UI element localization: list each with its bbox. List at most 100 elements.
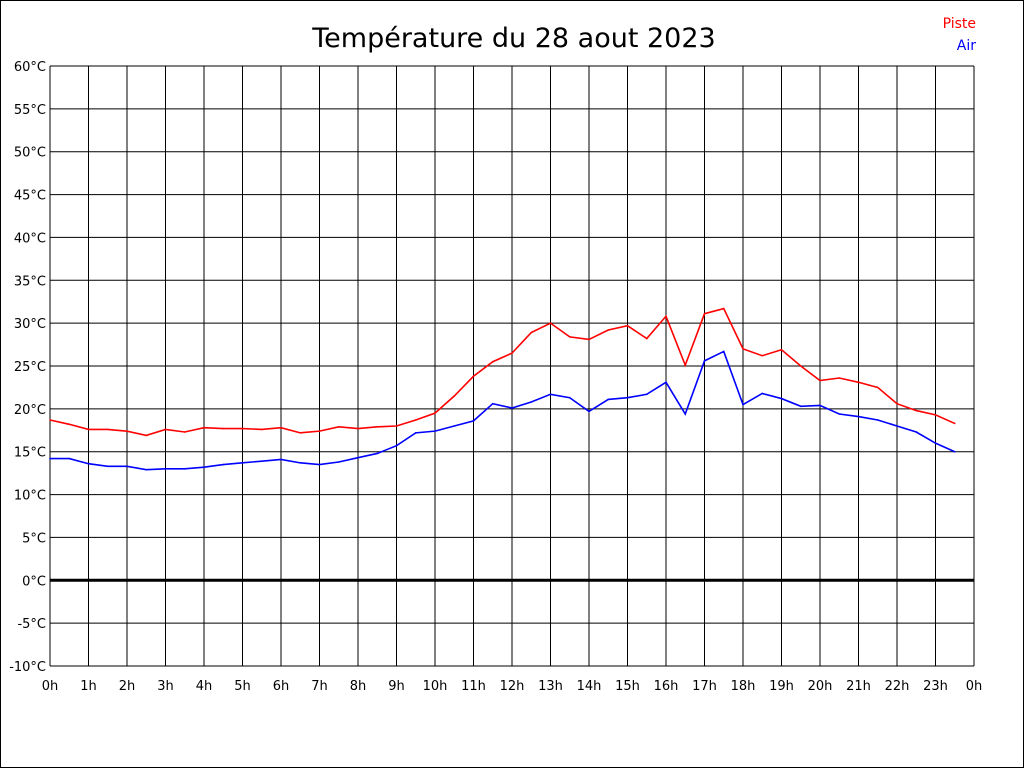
y-tick-label: 5°C bbox=[22, 531, 46, 546]
data-point-air bbox=[222, 463, 225, 466]
data-point-piste bbox=[761, 354, 764, 357]
data-point-air bbox=[819, 404, 821, 407]
data-point-air bbox=[87, 462, 90, 465]
data-point-air bbox=[953, 450, 956, 453]
data-point-air bbox=[68, 457, 71, 460]
data-point-air bbox=[934, 442, 937, 444]
data-point-piste bbox=[68, 423, 71, 426]
data-point-piste bbox=[126, 430, 128, 432]
y-tick-label: -5°C bbox=[17, 617, 46, 632]
data-point-piste bbox=[588, 338, 590, 341]
y-tick-label: 45°C bbox=[14, 189, 46, 204]
data-point-piste bbox=[434, 412, 436, 414]
data-point-piste bbox=[896, 402, 898, 405]
data-point-air bbox=[761, 392, 764, 395]
data-point-piste bbox=[780, 348, 783, 351]
x-tick-label: 10h bbox=[423, 679, 448, 694]
data-point-air bbox=[357, 456, 359, 459]
data-point-air bbox=[665, 381, 667, 384]
x-tick-label: 16h bbox=[654, 679, 679, 694]
data-point-air bbox=[337, 461, 340, 463]
data-point-piste bbox=[414, 419, 417, 421]
data-point-air bbox=[260, 460, 263, 462]
data-point-air bbox=[626, 396, 629, 399]
x-tick-label: 8h bbox=[350, 679, 367, 694]
data-point-air bbox=[799, 405, 802, 408]
data-point-piste bbox=[87, 428, 90, 431]
data-point-piste bbox=[915, 409, 918, 412]
x-tick-label: 1h bbox=[80, 679, 97, 694]
x-tick-label: 22h bbox=[885, 679, 910, 694]
x-tick-label: 17h bbox=[692, 679, 717, 694]
y-tick-label: 50°C bbox=[14, 146, 46, 161]
x-tick-label: 0h bbox=[42, 679, 59, 694]
data-point-air bbox=[376, 452, 379, 455]
data-point-piste bbox=[395, 425, 398, 427]
y-tick-label: 0°C bbox=[22, 574, 46, 589]
data-point-air bbox=[49, 457, 51, 460]
x-tick-label: 18h bbox=[731, 679, 756, 694]
data-point-piste bbox=[106, 428, 109, 431]
data-point-piste bbox=[203, 426, 205, 429]
data-point-piste bbox=[530, 331, 533, 334]
data-point-air bbox=[241, 462, 244, 464]
y-tick-label: 60°C bbox=[14, 60, 46, 75]
data-point-piste bbox=[511, 352, 513, 354]
data-point-air bbox=[645, 393, 648, 396]
data-point-piste bbox=[241, 427, 244, 430]
x-tick-label: 23h bbox=[923, 679, 948, 694]
data-point-piste bbox=[145, 434, 148, 437]
x-tick-label: 7h bbox=[311, 679, 328, 694]
data-point-air bbox=[318, 463, 321, 466]
x-tick-label: 5h bbox=[234, 679, 251, 694]
y-tick-label: 35°C bbox=[14, 274, 46, 289]
data-point-air bbox=[703, 360, 706, 362]
data-point-piste bbox=[934, 414, 937, 416]
data-point-air bbox=[511, 407, 513, 409]
y-axis: -10°C -5°C 0°C 5°C 10°C 15°C 20°C 25°C 30°C 35°C 4… bbox=[9, 60, 46, 675]
data-point-piste bbox=[568, 336, 571, 338]
data-point-air bbox=[876, 419, 879, 421]
data-point-piste bbox=[299, 432, 302, 434]
data-point-piste bbox=[49, 419, 51, 421]
data-point-air bbox=[857, 415, 860, 418]
data-point-air bbox=[106, 465, 109, 468]
data-point-piste bbox=[819, 379, 821, 382]
data-point-piste bbox=[838, 377, 841, 379]
data-point-piste bbox=[453, 395, 456, 397]
chart-title: Température du 28 aout 2023 bbox=[311, 23, 715, 54]
x-tick-label: 14h bbox=[577, 679, 602, 694]
data-point-air bbox=[896, 425, 898, 427]
x-tick-label: 6h bbox=[273, 679, 290, 694]
data-point-piste bbox=[491, 360, 494, 363]
data-point-air bbox=[780, 397, 783, 400]
x-tick-label: 12h bbox=[500, 679, 525, 694]
x-tick-label: 4h bbox=[196, 679, 213, 694]
data-point-piste bbox=[626, 324, 629, 327]
data-point-piste bbox=[684, 364, 687, 366]
data-point-piste bbox=[722, 307, 725, 310]
x-tick-label: 3h bbox=[157, 679, 174, 694]
data-point-air bbox=[203, 466, 205, 468]
data-point-piste bbox=[357, 427, 359, 430]
legend: Piste Air bbox=[943, 16, 977, 54]
data-point-air bbox=[299, 462, 302, 464]
data-point-air bbox=[280, 458, 282, 461]
x-tick-label: 2h bbox=[119, 679, 136, 694]
data-point-piste bbox=[472, 375, 475, 378]
data-point-air bbox=[568, 396, 571, 399]
data-point-piste bbox=[318, 430, 321, 432]
data-point-piste bbox=[183, 431, 186, 433]
y-tick-label: 10°C bbox=[14, 489, 46, 504]
data-point-air bbox=[684, 413, 687, 415]
legend-entry-air: Air bbox=[957, 38, 976, 54]
data-point-piste bbox=[222, 427, 225, 430]
y-tick-label: 15°C bbox=[14, 446, 46, 461]
data-point-piste bbox=[799, 365, 802, 367]
data-point-air bbox=[414, 432, 417, 434]
data-point-air bbox=[915, 431, 918, 433]
series-line-air bbox=[50, 350, 956, 471]
data-point-piste bbox=[665, 315, 667, 318]
grid bbox=[49, 65, 975, 667]
